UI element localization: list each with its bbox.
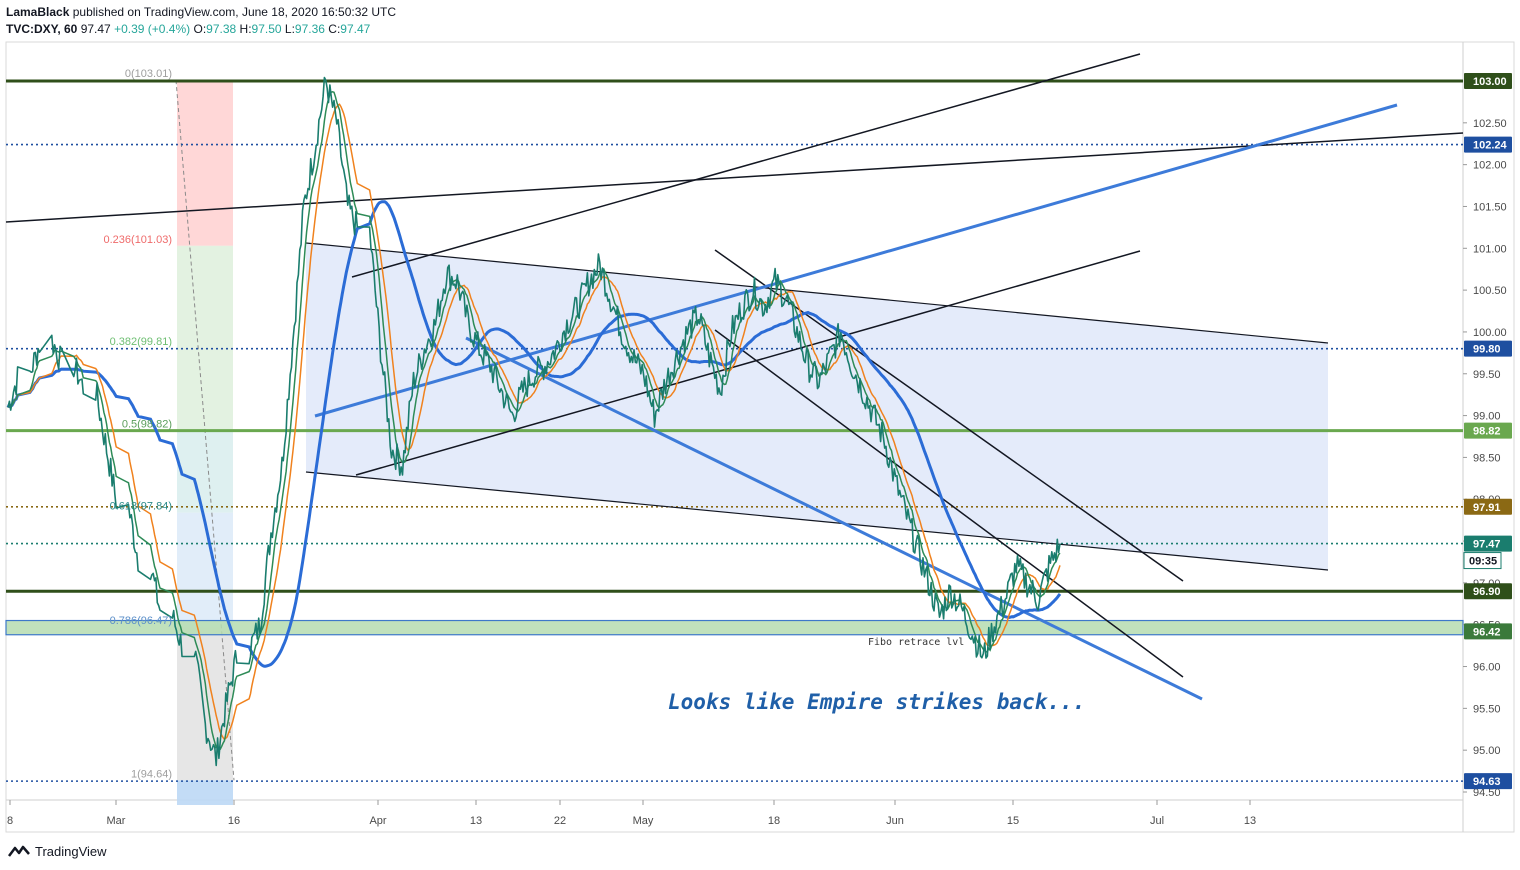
price-tag-2: 99.80 xyxy=(1473,344,1501,356)
bar-countdown: 09:35 xyxy=(1469,556,1497,568)
price-change: +0.39 (+0.4%) xyxy=(114,22,191,36)
x-tick-label-6: May xyxy=(633,815,654,827)
x-tick-label-0: 8 xyxy=(7,815,13,827)
open-value: 97.38 xyxy=(206,22,237,36)
fib-label-5: 0.786(96.47) xyxy=(110,615,172,627)
price-tag-bg-3 xyxy=(1464,422,1512,439)
publish-info: LamaBlack published on TradingView.com, … xyxy=(6,5,396,19)
low-value: 97.36 xyxy=(294,22,325,36)
price-tag-5: 97.47 xyxy=(1473,539,1501,551)
fib-zone-236-382 xyxy=(177,245,233,348)
fib-zone-382-5 xyxy=(177,347,233,431)
price-layer xyxy=(7,76,1061,767)
price-tag-bg-6 xyxy=(1464,583,1512,600)
y-tick-label-8: 98.50 xyxy=(1473,452,1501,464)
fib-labels: 0(103.01) 0.236(101.03) 0.382(99.81) 0.5(98… xyxy=(104,68,173,780)
fib-label-6: 1(94.64) xyxy=(131,768,172,780)
symbol-name[interactable]: TVC:DXY, 60 xyxy=(6,22,78,36)
price-axis[interactable]: 94.5095.0095.5096.0096.5097.0097.5098.00… xyxy=(1463,118,1507,799)
y-tick-label-2: 95.50 xyxy=(1473,703,1501,715)
price-tag-bg-2 xyxy=(1464,340,1512,357)
price-tag-0: 103.00 xyxy=(1473,76,1507,88)
fib-zone-ext xyxy=(177,780,233,805)
fibo-retrace-note: Fibo retrace lvl xyxy=(868,637,964,648)
price-tag-6: 96.90 xyxy=(1473,586,1501,598)
brand-name: TradingView xyxy=(35,843,107,859)
long-trendline[interactable] xyxy=(5,132,1464,223)
price-tag-bg-1 xyxy=(1464,136,1512,153)
x-tick-label-7: 18 xyxy=(768,815,780,827)
y-tick-label-13: 101.00 xyxy=(1473,243,1507,255)
x-tick-label-3: Apr xyxy=(369,815,386,827)
fib-zone-0-236 xyxy=(177,80,233,246)
blue-falling-line[interactable] xyxy=(465,336,1203,701)
empire-strikes-back-note: Looks like Empire strikes back... xyxy=(668,690,1085,714)
channel-upper[interactable] xyxy=(305,242,1329,344)
x-tick-label-1: Mar xyxy=(107,815,126,827)
x-tick-label-9: 15 xyxy=(1007,815,1019,827)
price-tag-8: 94.63 xyxy=(1473,776,1501,788)
y-tick-label-12: 100.50 xyxy=(1473,285,1507,297)
fib-label-0: 0(103.01) xyxy=(125,68,172,80)
tradingview-logo[interactable]: TradingView xyxy=(8,843,107,859)
high-value: 97.50 xyxy=(251,22,282,36)
time-axis[interactable]: 8 Mar 16 Apr 13 22 May 18 Jun 15 Jul 13 xyxy=(7,800,1256,827)
close-value: 97.47 xyxy=(340,22,371,36)
x-tick-label-11: 13 xyxy=(1244,815,1256,827)
x-tick-label-10: Jul xyxy=(1150,815,1164,827)
moving-average-1 xyxy=(7,103,1061,741)
upper-rising-line[interactable] xyxy=(351,53,1141,278)
x-tick-label-4: 13 xyxy=(470,815,482,827)
chart-frame xyxy=(5,41,1515,833)
y-tick-label-15: 102.00 xyxy=(1473,160,1507,172)
falling-line-2[interactable] xyxy=(714,329,1184,678)
y-tick-label-10: 99.50 xyxy=(1473,369,1501,381)
open-label: O: xyxy=(193,22,207,36)
low-label: L: xyxy=(284,22,295,36)
y-tick-label-3: 96.00 xyxy=(1473,662,1501,674)
high-label: H: xyxy=(239,22,252,36)
x-tick-label-8: Jun xyxy=(886,815,904,827)
tradingview-icon xyxy=(8,843,30,859)
y-tick-label-11: 100.00 xyxy=(1473,327,1507,339)
price-tag-bg-7 xyxy=(1464,623,1512,640)
price-tag-bg-8 xyxy=(1464,773,1512,790)
fib-label-2: 0.382(99.81) xyxy=(110,336,172,348)
annotations: Fibo retrace lvl Looks like Empire strike… xyxy=(668,637,1085,714)
price-tag-bg-0 xyxy=(1464,73,1512,89)
publish-text: published on TradingView.com, June 18, 2… xyxy=(72,5,397,19)
moving-average-0 xyxy=(6,200,1062,668)
author-name[interactable]: LamaBlack xyxy=(6,5,70,19)
y-tick-label-14: 101.50 xyxy=(1473,201,1507,213)
price-tag-3: 98.82 xyxy=(1473,426,1501,438)
countdown-bg xyxy=(1463,552,1502,570)
price-tag-bg-4 xyxy=(1464,498,1512,515)
price-tag-1: 102.24 xyxy=(1473,140,1508,152)
close-label: C: xyxy=(328,22,341,36)
y-tick-label-9: 99.00 xyxy=(1473,411,1501,423)
y-tick-label-0: 94.50 xyxy=(1473,787,1501,799)
price-tags: 103.00 102.24 99.80 98.82 97.91 97.47 09:35 96.… xyxy=(1463,73,1512,790)
fib-label-1: 0.236(101.03) xyxy=(104,234,173,246)
fib-label-3: 0.5(98.82) xyxy=(122,419,172,431)
fib-zone-5-618 xyxy=(177,430,233,513)
channel-lower[interactable] xyxy=(305,471,1329,571)
x-tick-label-2: 16 xyxy=(228,815,240,827)
last-price: 97.47 xyxy=(80,22,111,36)
ohlc-legend: TVC:DXY, 60 97.47 +0.39 (+0.4%) O:97.38 … xyxy=(6,22,370,36)
support-band xyxy=(5,619,1464,636)
y-tick-label-16: 102.50 xyxy=(1473,118,1507,130)
fib-label-4: 0.618(97.84) xyxy=(110,501,172,513)
price-tag-bg-5 xyxy=(1464,535,1512,552)
price-tag-7: 96.42 xyxy=(1473,626,1501,638)
y-tick-label-1: 95.00 xyxy=(1473,745,1501,757)
price-tag-4: 97.91 xyxy=(1473,502,1501,514)
level-lines xyxy=(5,79,1464,782)
price-line xyxy=(7,76,1061,767)
x-tick-label-5: 22 xyxy=(554,815,566,827)
lower-rising-line[interactable] xyxy=(355,250,1141,476)
